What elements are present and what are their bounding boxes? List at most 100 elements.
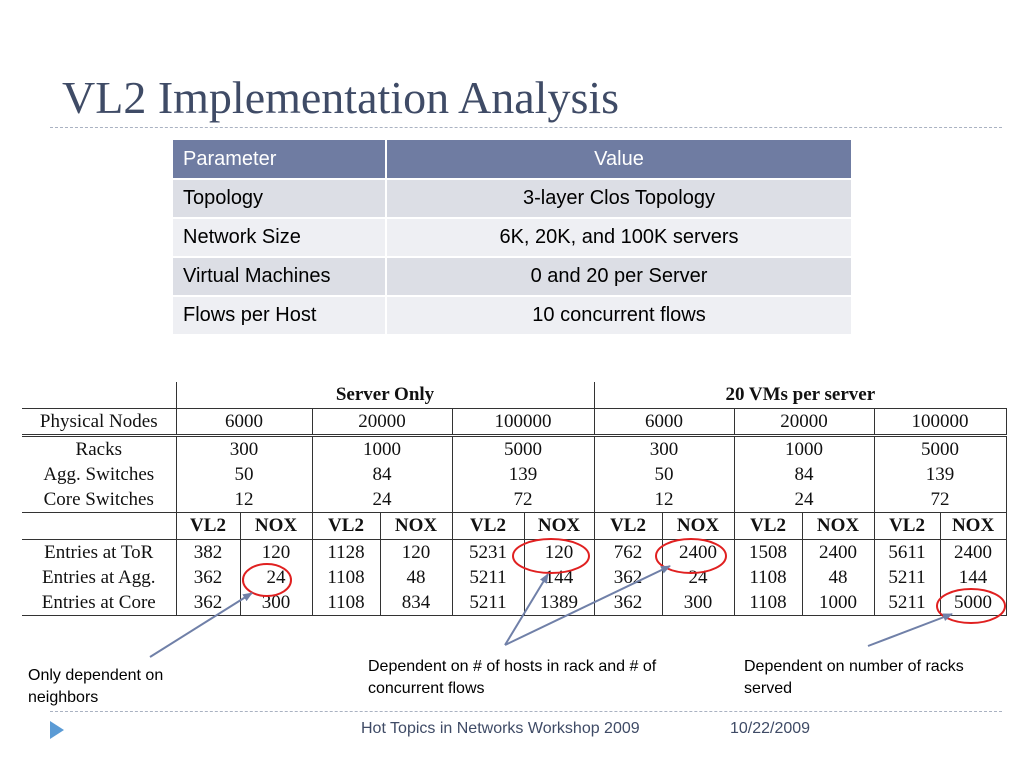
slide-title: VL2 Implementation Analysis bbox=[62, 72, 620, 123]
param-name: Network Size bbox=[171, 217, 387, 258]
annotation-hosts-flows: Dependent on # of hosts in rack and # of… bbox=[368, 658, 657, 697]
physical-nodes-row: Physical Nodes 6000 20000 100000 6000 20… bbox=[22, 408, 1007, 436]
table-cell: 6000 bbox=[175, 408, 312, 436]
table-cell: 5000 bbox=[939, 590, 1007, 616]
table-cell: 2400 bbox=[939, 539, 1007, 565]
table-cell: 5000 bbox=[873, 434, 1007, 462]
table-cell: 24 bbox=[311, 487, 452, 513]
param-value: 0 and 20 per Server bbox=[385, 256, 853, 297]
table-cell: 120 bbox=[523, 539, 595, 565]
subheader-nox: NOX bbox=[661, 512, 735, 540]
table-cell: 300 bbox=[239, 590, 312, 616]
subheader-nox: NOX bbox=[523, 512, 595, 540]
footer-event: Hot Topics in Networks Workshop 2009 bbox=[361, 720, 640, 737]
subheader-nox: NOX bbox=[801, 512, 875, 540]
table-cell: 300 bbox=[661, 590, 735, 616]
table-cell: 362 bbox=[593, 565, 663, 590]
subheader-vl2: VL2 bbox=[311, 512, 380, 540]
annotation-arrow bbox=[867, 613, 953, 647]
table-cell: 1108 bbox=[311, 565, 380, 590]
subheader-row: VL2 NOX VL2 NOX VL2 NOX VL2 NOX VL2 NOX … bbox=[22, 512, 1007, 540]
table-cell: 144 bbox=[939, 565, 1007, 590]
table-cell: 5000 bbox=[451, 434, 595, 462]
table-cell: 362 bbox=[175, 565, 240, 590]
table-cell: 362 bbox=[593, 590, 663, 616]
table-cell: 12 bbox=[175, 487, 312, 513]
row-label: Entries at ToR bbox=[44, 541, 154, 563]
table-cell: 5211 bbox=[451, 590, 524, 616]
table-cell: 5231 bbox=[451, 539, 524, 565]
table-cell: 72 bbox=[451, 487, 595, 513]
table-row: Racks 300 1000 5000 300 1000 5000 bbox=[22, 434, 1007, 462]
annotation-racks-served: Dependent on number of racks served bbox=[744, 658, 964, 697]
row-label: Physical Nodes bbox=[22, 408, 176, 436]
table-cell: 100000 bbox=[873, 408, 1007, 436]
subheader-vl2: VL2 bbox=[175, 512, 240, 540]
group-header-row: Server Only 20 VMs per server bbox=[22, 382, 1007, 409]
title-divider bbox=[50, 127, 1002, 128]
param-value: 10 concurrent flows bbox=[385, 295, 853, 336]
table-cell: 100000 bbox=[451, 408, 595, 436]
table-cell: 762 bbox=[593, 539, 663, 565]
table-cell: 362 bbox=[175, 590, 240, 616]
header-parameter: Parameter bbox=[171, 138, 387, 180]
table-cell: 1000 bbox=[311, 434, 452, 462]
table-cell: 1000 bbox=[733, 434, 875, 462]
table-row: Entries at ToR 382 120 1128 120 5231 120… bbox=[22, 539, 1007, 565]
table-cell: 5211 bbox=[873, 590, 941, 616]
table-row: Agg. Switches 50 84 139 50 84 139 bbox=[22, 462, 1007, 487]
table-cell: 120 bbox=[379, 539, 452, 565]
footer-divider bbox=[50, 711, 1002, 712]
subheader-vl2: VL2 bbox=[593, 512, 663, 540]
table-cell: 5611 bbox=[873, 539, 941, 565]
table-row: Core Switches 12 24 72 12 24 72 bbox=[22, 487, 1007, 513]
row-label: Core Switches bbox=[22, 487, 176, 513]
table-cell: 834 bbox=[379, 590, 452, 616]
subheader-vl2: VL2 bbox=[733, 512, 803, 540]
table-cell: 144 bbox=[523, 565, 595, 590]
table-row: Virtual Machines 0 and 20 per Server bbox=[171, 256, 853, 297]
param-value: 6K, 20K, and 100K servers bbox=[385, 217, 853, 258]
table-row: Entries at Core 362 300 1108 834 5211 13… bbox=[22, 590, 1007, 616]
table-row: Entries at Agg. 362 24 1108 48 5211 144 … bbox=[22, 565, 1007, 590]
row-label: Agg. Switches bbox=[43, 463, 155, 485]
vl2-analysis-table: Server Only 20 VMs per server Physical N… bbox=[22, 382, 1007, 616]
table-cell: 5211 bbox=[873, 565, 941, 590]
table-cell: 139 bbox=[451, 462, 595, 487]
parameter-table-header: Parameter Value bbox=[171, 138, 853, 180]
table-cell: 1508 bbox=[733, 539, 803, 565]
table-cell: 5211 bbox=[451, 565, 524, 590]
param-name: Topology bbox=[171, 178, 387, 219]
row-label: Entries at Agg. bbox=[42, 566, 156, 588]
table-cell: 6000 bbox=[593, 408, 735, 436]
table-cell: 84 bbox=[733, 462, 875, 487]
table-cell: 24 bbox=[661, 565, 735, 590]
table-row: Topology 3-layer Clos Topology bbox=[171, 178, 853, 219]
table-cell: 50 bbox=[175, 462, 312, 487]
table-cell: 300 bbox=[175, 434, 312, 462]
table-cell: 84 bbox=[311, 462, 452, 487]
subheader-vl2: VL2 bbox=[451, 512, 524, 540]
footer-date: 10/22/2009 bbox=[730, 720, 811, 737]
table-cell: 1108 bbox=[311, 590, 380, 616]
parameter-table: Parameter Value Topology 3-layer Clos To… bbox=[171, 138, 853, 336]
table-cell: 1128 bbox=[311, 539, 380, 565]
param-name: Virtual Machines bbox=[171, 256, 387, 297]
play-icon bbox=[50, 721, 64, 739]
group-header-server-only: Server Only bbox=[175, 382, 595, 409]
row-label: Entries at Core bbox=[22, 590, 176, 616]
table-cell: 1108 bbox=[733, 590, 803, 616]
table-cell: 20000 bbox=[311, 408, 452, 436]
table-cell: 48 bbox=[801, 565, 875, 590]
table-cell: 2400 bbox=[801, 539, 875, 565]
table-cell: 1000 bbox=[801, 590, 875, 616]
group-header-20vms: 20 VMs per server bbox=[593, 382, 1007, 409]
param-value: 3-layer Clos Topology bbox=[385, 178, 853, 219]
table-cell: 139 bbox=[873, 462, 1007, 487]
table-row: Flows per Host 10 concurrent flows bbox=[171, 295, 853, 336]
table-cell: 50 bbox=[593, 462, 735, 487]
table-cell: 72 bbox=[873, 487, 1007, 513]
table-cell: 24 bbox=[733, 487, 875, 513]
table-cell: 1389 bbox=[523, 590, 595, 616]
subheader-nox: NOX bbox=[939, 512, 1007, 540]
